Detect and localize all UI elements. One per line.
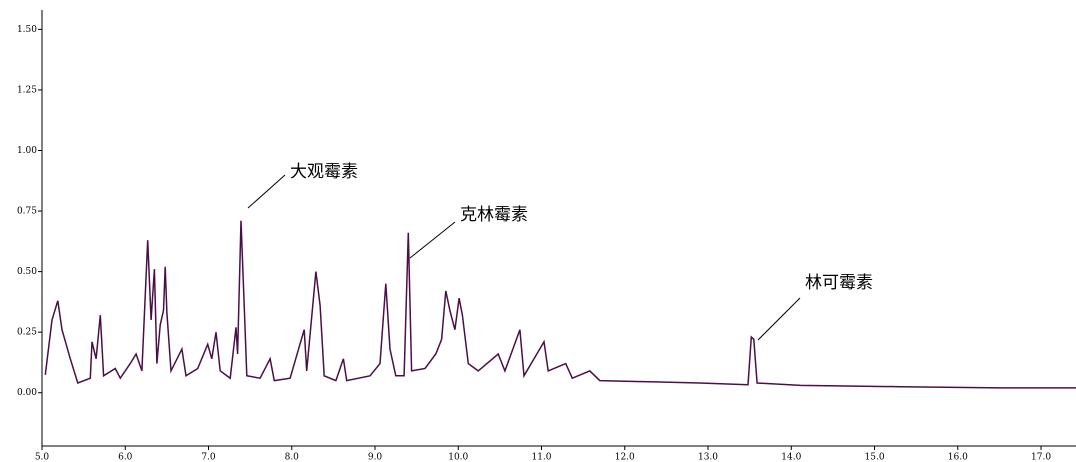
y-tick-label: 0.75 [17, 207, 37, 217]
chromatogram-line [44, 220, 1076, 389]
annotation: 大观霉素 [290, 162, 358, 182]
x-tick-label: 6.0 [118, 453, 133, 462]
annotation-leader [247, 174, 286, 209]
y-tick-label: 0.25 [17, 328, 37, 338]
x-tick-label: 15.0 [865, 453, 885, 462]
x-tick-label: 14.0 [781, 453, 801, 462]
annotation-leader [757, 297, 801, 341]
x-tick-label: 8.0 [285, 453, 300, 462]
x-tick-label: 11.0 [531, 453, 551, 462]
annotation-leader [409, 221, 456, 259]
y-tick-label: 1.50 [17, 25, 37, 35]
y-tick-label: 1.00 [17, 146, 37, 156]
x-tick-label: 17.0 [1031, 453, 1051, 462]
x-tick-label: 12.0 [615, 453, 635, 462]
x-tick-label: 13.0 [698, 453, 718, 462]
y-tick-label: 0.50 [17, 267, 37, 277]
y-tick-label: 1.25 [17, 85, 37, 95]
x-tick-label: 5.0 [35, 453, 50, 462]
annotation: 克林霉素 [460, 205, 528, 225]
y-tick-label: 0.00 [17, 388, 37, 398]
x-tick-label: 9.0 [368, 453, 383, 462]
x-tick-label: 10.0 [448, 453, 468, 462]
x-tick-label: 7.0 [201, 453, 216, 462]
annotation: 林可霉素 [805, 273, 873, 293]
x-tick-label: 16.0 [948, 453, 968, 462]
